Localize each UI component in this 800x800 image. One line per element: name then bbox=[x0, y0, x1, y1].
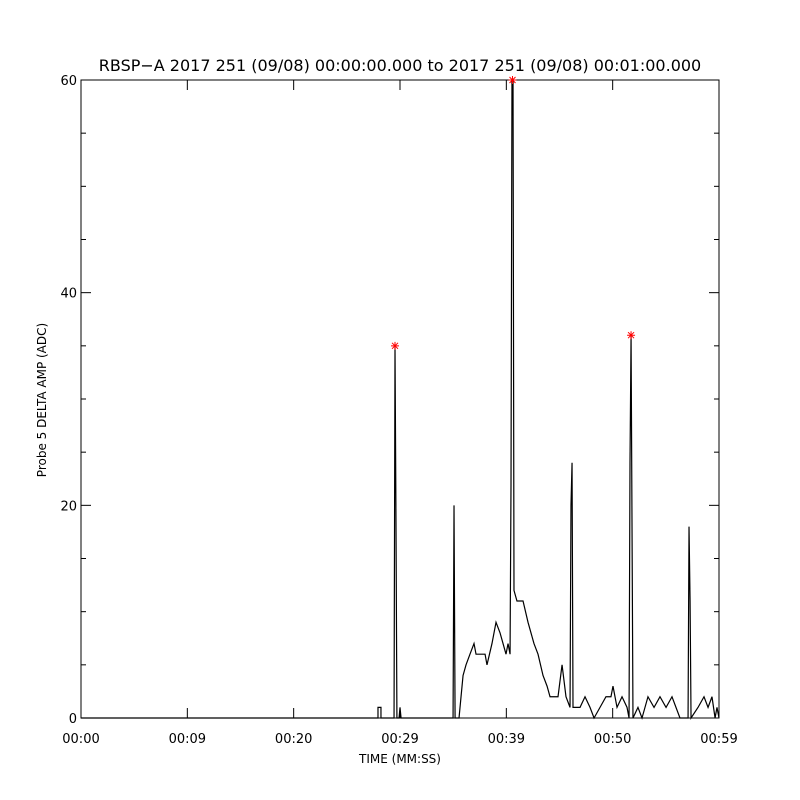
peak-marker bbox=[508, 76, 517, 84]
x-tick-label: 00:29 bbox=[381, 732, 418, 747]
x-tick-label: 00:39 bbox=[488, 732, 525, 747]
chart-title: RBSP−A 2017 251 (09/08) 00:00:00.000 to … bbox=[99, 56, 701, 75]
x-axis-label: TIME (MM:SS) bbox=[358, 752, 441, 766]
x-tick-label: 00:20 bbox=[275, 732, 312, 747]
y-tick-label: 0 bbox=[69, 712, 77, 727]
x-tick-label: 00:50 bbox=[594, 732, 631, 747]
x-tick-label: 00:00 bbox=[62, 732, 99, 747]
x-tick-label: 00:59 bbox=[700, 732, 737, 747]
y-tick-label: 60 bbox=[60, 74, 77, 89]
data-line bbox=[81, 79, 720, 720]
y-tick-label: 40 bbox=[60, 287, 77, 302]
peak-marker bbox=[627, 331, 636, 340]
y-axis-label: Probe 5 DELTA AMP (ADC) bbox=[35, 323, 49, 477]
peak-marker bbox=[391, 341, 400, 350]
y-tick-label: 20 bbox=[60, 499, 77, 514]
x-tick-label: 00:09 bbox=[169, 732, 206, 747]
